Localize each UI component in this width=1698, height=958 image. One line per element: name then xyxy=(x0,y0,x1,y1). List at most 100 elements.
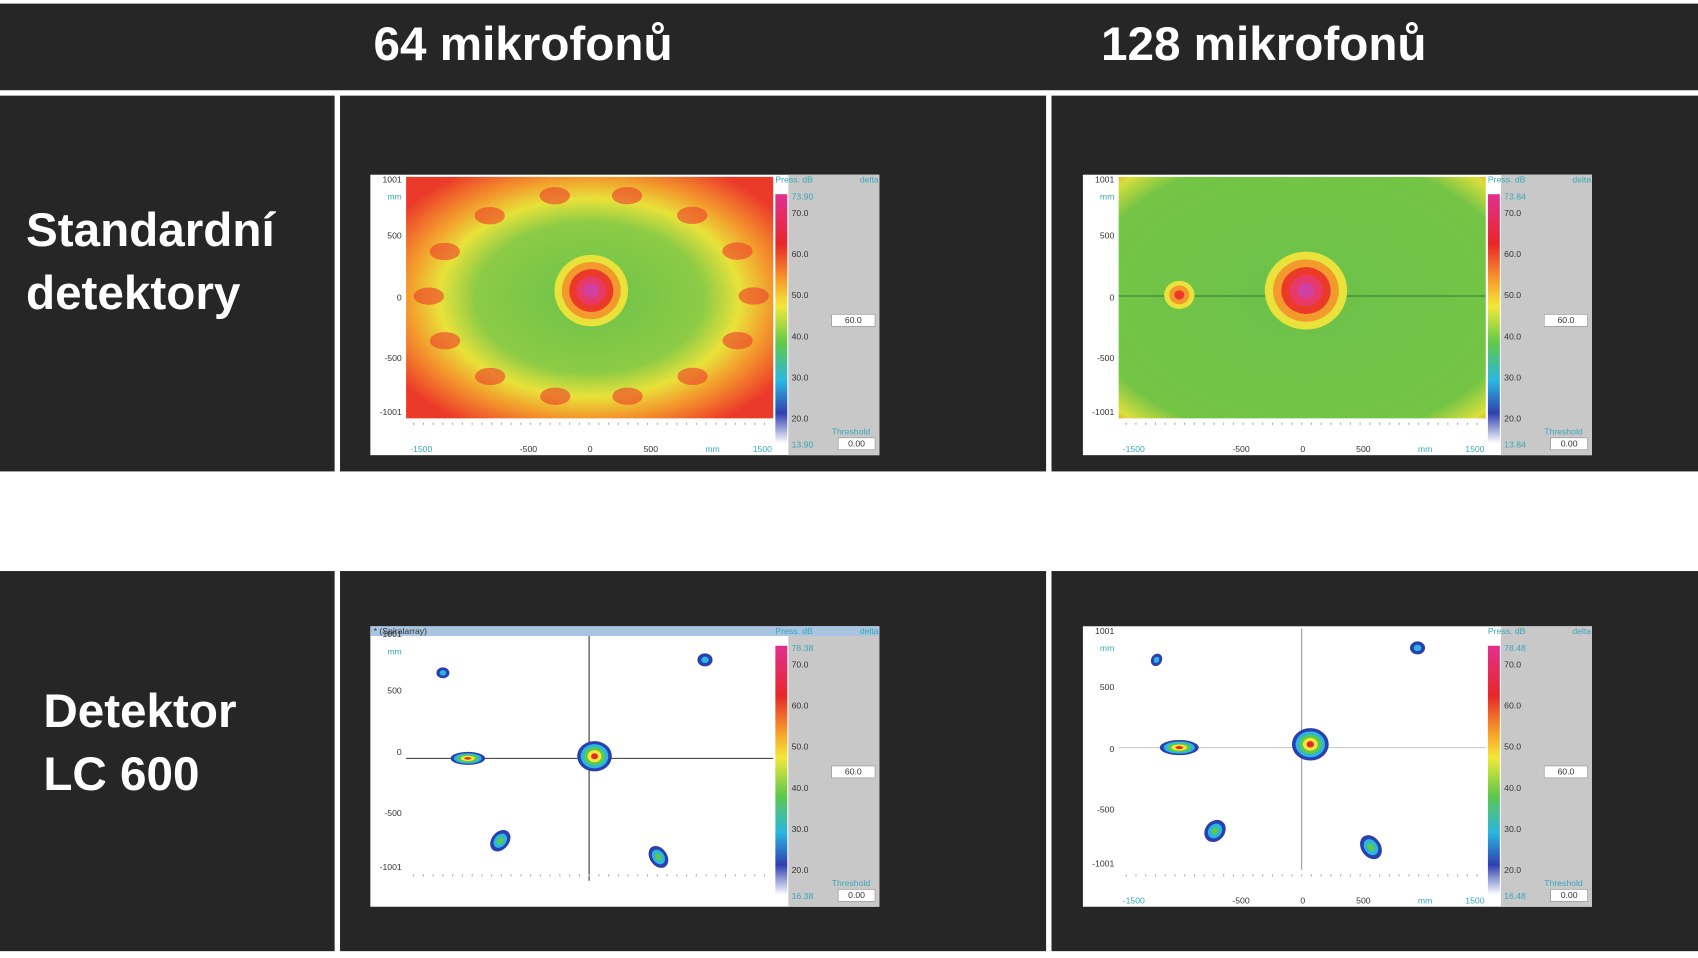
colorbar xyxy=(1487,194,1500,444)
y-label: mm xyxy=(1100,192,1114,202)
x-label: 0 xyxy=(1300,444,1305,454)
y-label: -1001 xyxy=(1092,407,1114,417)
source-blob xyxy=(496,837,504,845)
source-blob xyxy=(464,757,472,760)
y-label: 1001 xyxy=(1095,174,1114,184)
row-label-bg xyxy=(0,95,335,472)
y-label: 0 xyxy=(1109,744,1114,754)
colorbar-label: 13.84 xyxy=(1504,440,1526,450)
source-blob xyxy=(1367,843,1375,852)
threshold-value: 0.00 xyxy=(1561,890,1578,900)
source-blob xyxy=(583,283,599,298)
level-box xyxy=(1543,314,1588,327)
source-blob xyxy=(1306,741,1315,748)
colorbar-label: 20.0 xyxy=(792,865,809,875)
y-label: -500 xyxy=(1097,805,1115,815)
y-label: -500 xyxy=(384,808,402,818)
colorbar-label: 50.0 xyxy=(1504,290,1521,300)
threshold-value: 0.00 xyxy=(1561,439,1578,449)
noise xyxy=(722,242,753,260)
colorbar-label: 30.0 xyxy=(792,372,809,382)
source-blob xyxy=(701,656,709,664)
colorbar-delta: delta xyxy=(860,626,879,636)
x-label: 0 xyxy=(1300,896,1305,906)
colorbar-label: 78.38 xyxy=(792,643,814,653)
y-label: mm xyxy=(387,192,401,202)
colorbar xyxy=(775,194,788,444)
y-label: 1001 xyxy=(1095,626,1114,636)
colorbar-label: 20.0 xyxy=(792,414,809,424)
noise xyxy=(612,387,643,405)
colorbar xyxy=(775,645,788,895)
colorbar-label: 73.90 xyxy=(792,192,814,202)
colorbar-delta: delta xyxy=(860,174,879,184)
column-title: 128 mikrofonů xyxy=(1101,18,1427,71)
colorbar-label: 30.0 xyxy=(1504,824,1521,834)
acoustic-map: 1001 mm 500 0 -500 -1001 -1500 -500 0 500 mm 1500 Pr… xyxy=(1082,174,1592,456)
colorbar-label: 70.0 xyxy=(1504,208,1521,218)
threshold-box xyxy=(837,437,876,451)
acoustic-map: 1001 mm 500 0 -500 -1001 -1500 -500 0 500 mm 1500 Pr… xyxy=(370,174,880,456)
row-title: Standardní xyxy=(26,204,276,257)
source-blob xyxy=(1413,644,1422,652)
colorbar-label: 16.48 xyxy=(1504,891,1526,901)
colorbar-label: 40.0 xyxy=(1504,783,1521,793)
colorbar-label: 50.0 xyxy=(1504,742,1521,752)
x-label: -1500 xyxy=(410,444,432,454)
colorbar-label: 40.0 xyxy=(1504,331,1521,341)
row-label-bg xyxy=(0,571,335,952)
colorbar-title: Press. dB xyxy=(1488,174,1526,184)
y-label: -1001 xyxy=(1092,859,1114,869)
colorbar-label: 50.0 xyxy=(792,290,809,300)
y-label: 1001 xyxy=(382,629,401,639)
y-label: 0 xyxy=(1109,292,1114,302)
source-blob xyxy=(1297,282,1315,299)
x-label: 500 xyxy=(1356,444,1371,454)
y-label: -1001 xyxy=(380,407,402,417)
colorbar-label: 60.0 xyxy=(1504,249,1521,259)
colorbar-label: 40.0 xyxy=(792,783,809,793)
x-label: 1500 xyxy=(1465,444,1484,454)
y-label: 1001 xyxy=(382,174,401,184)
colorbar-label: 70.0 xyxy=(1504,659,1521,669)
threshold-label: Threshold xyxy=(1544,427,1583,437)
noise xyxy=(611,186,643,205)
threshold-label: Threshold xyxy=(832,427,871,437)
row-title: LC 600 xyxy=(43,748,199,801)
colorbar-title: Press. dB xyxy=(775,626,813,636)
x-label: 1500 xyxy=(1465,896,1484,906)
colorbar-label: 78.48 xyxy=(1504,643,1526,653)
source-blob xyxy=(1174,290,1185,300)
colorbar-title: Press. dB xyxy=(1488,626,1526,636)
noise xyxy=(677,206,708,225)
noise xyxy=(539,187,570,205)
y-label: 500 xyxy=(1100,231,1115,241)
title-bar xyxy=(370,626,880,637)
x-label: -1500 xyxy=(1123,896,1145,906)
source-blob xyxy=(655,853,662,861)
y-label: 0 xyxy=(397,292,402,302)
noise xyxy=(540,387,571,405)
threshold-label: Threshold xyxy=(1544,878,1583,888)
level-box xyxy=(1543,765,1588,779)
noise xyxy=(677,367,708,386)
y-label: mm xyxy=(1100,643,1114,653)
row-title: detektory xyxy=(26,267,241,320)
x-label: -500 xyxy=(1232,444,1250,454)
level-value: 60.0 xyxy=(845,315,862,325)
acoustic-map: 1001 mm 500 0 -500 -1001 -1500 -500 0 500 mm 1500 Pr… xyxy=(1082,626,1592,907)
y-label: -500 xyxy=(384,353,402,363)
colorbar-delta: delta xyxy=(1572,174,1591,184)
colorbar-label: 60.0 xyxy=(792,701,809,711)
colorbar-label: 70.0 xyxy=(792,659,809,669)
x-label: -500 xyxy=(520,444,538,454)
source-blob xyxy=(591,753,598,760)
colorbar-label: 50.0 xyxy=(792,742,809,752)
threshold-label: Threshold xyxy=(832,878,871,888)
x-label: -1500 xyxy=(1123,444,1145,454)
level-box xyxy=(831,314,876,327)
row-title: Detektor xyxy=(43,685,236,738)
colorbar-label: 30.0 xyxy=(1504,372,1521,382)
colorbar-label: 16.38 xyxy=(792,891,814,901)
x-label: mm xyxy=(705,444,719,454)
